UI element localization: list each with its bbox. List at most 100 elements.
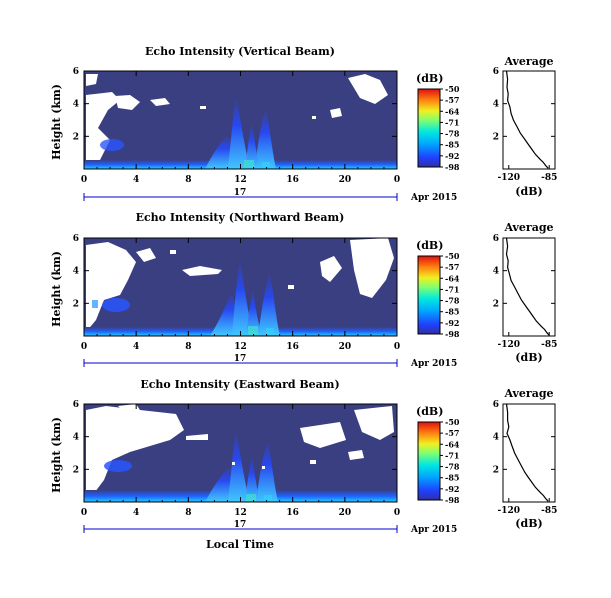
x-tick-label: 12 <box>234 342 247 352</box>
heatmap <box>84 71 397 169</box>
x-tick-label: 4 <box>133 175 139 185</box>
profile-x-tick-label: -120 <box>498 340 521 350</box>
panel-title: Echo Intensity (Northward Beam) <box>136 211 345 224</box>
panel-title: Echo Intensity (Eastward Beam) <box>140 378 339 391</box>
y-tick-label: 6 <box>73 234 79 244</box>
profile-title: Average <box>503 387 553 400</box>
colorbar-tick-label: -57 <box>445 428 459 438</box>
profile-y-tick-label: 2 <box>493 132 499 142</box>
date-month-label: Apr 2015 <box>410 525 457 535</box>
colorbar-tick-label: -98 <box>445 495 460 505</box>
colorbar-tick-label: -64 <box>445 439 460 449</box>
x-tick-label: 0 <box>394 342 400 352</box>
panel-title: Echo Intensity (Vertical Beam) <box>145 45 335 58</box>
panel-eastward: Echo Intensity (Eastward Beam) Height (k… <box>50 378 557 551</box>
x-tick-label: 4 <box>133 342 139 352</box>
profile-y-tick-label: 4 <box>493 100 499 110</box>
colorbar-tick-label: -50 <box>445 417 460 427</box>
colorbar-tick-label: -98 <box>445 162 460 172</box>
x-tick-label: 12 <box>234 508 247 518</box>
x-tick-label: 20 <box>339 342 352 352</box>
heatmap-axes: 0 4 8 12 16 20 0 6 4 2 <box>73 400 400 518</box>
y-axis-label: Height (km) <box>50 417 63 493</box>
y-tick-label: 2 <box>73 299 79 309</box>
x-tick-label: 8 <box>185 508 191 518</box>
y-tick-label: 6 <box>73 400 79 410</box>
average-profile: Average 6 4 2 -120 -85 (dB) <box>493 221 558 364</box>
profile-x-tick-label: -120 <box>498 173 521 183</box>
colorbar: (dB) -50-57-64-71 -78-85-92-98 <box>416 405 460 505</box>
average-profile: Average 6 4 2 -120 -85 (dB) <box>493 55 558 198</box>
heatmap-axes: 0 4 8 12 16 20 0 6 4 2 <box>73 67 400 185</box>
colorbar-unit: (dB) <box>416 72 443 85</box>
colorbar-tick-label: -64 <box>445 106 460 116</box>
colorbar-tick-label: -50 <box>445 251 460 261</box>
date-day-label: 17 <box>234 520 247 530</box>
profile-title: Average <box>503 221 553 234</box>
colorbar-tick-label: -71 <box>445 117 459 127</box>
heatmap <box>84 238 397 336</box>
profile-y-tick-label: 4 <box>493 433 499 443</box>
y-tick-label: 6 <box>73 67 79 77</box>
colorbar: (dB) -50-57-64-71 -78-85-92-98 <box>416 239 460 339</box>
heatmap <box>84 404 397 502</box>
average-profile: Average 6 4 2 -120 -85 (dB) <box>493 387 558 530</box>
colorbar: (dB) -50-57-64-71 -78-85-92-98 <box>416 72 460 172</box>
x-tick-label: 0 <box>81 508 87 518</box>
y-axis-label: Height (km) <box>50 84 63 160</box>
date-axis: 17 Apr 2015 <box>83 354 457 369</box>
colorbar-tick-label: -98 <box>445 329 460 339</box>
panel-northward: Echo Intensity (Northward Beam) Height (… <box>50 211 557 369</box>
profile-x-tick-label: -85 <box>541 340 557 350</box>
profile-y-tick-label: 6 <box>493 400 499 410</box>
x-tick-label: 0 <box>81 175 87 185</box>
date-day-label: 17 <box>234 354 247 364</box>
x-tick-label: 0 <box>394 175 400 185</box>
profile-line <box>505 403 549 502</box>
colorbar-tick-label: -78 <box>445 462 460 472</box>
date-axis: 17 Apr 2015 <box>83 188 457 203</box>
colorbar-tick-label: -85 <box>445 307 459 317</box>
y-axis-label: Height (km) <box>50 251 63 327</box>
profile-x-tick-label: -120 <box>498 506 521 516</box>
colorbar-tick-label: -85 <box>445 140 459 150</box>
x-tick-label: 8 <box>185 342 191 352</box>
x-tick-label: 12 <box>234 175 247 185</box>
x-tick-label: 0 <box>81 342 87 352</box>
profile-y-tick-label: 2 <box>493 299 499 309</box>
colorbar-tick-label: -57 <box>445 262 459 272</box>
profile-y-tick-label: 6 <box>493 67 499 77</box>
profile-line <box>505 237 550 336</box>
profile-xlabel: (dB) <box>515 517 542 530</box>
heatmap-axes: 0 4 8 12 16 20 0 6 4 2 <box>73 234 400 352</box>
profile-xlabel: (dB) <box>515 185 542 198</box>
colorbar-tick-label: -64 <box>445 273 460 283</box>
colorbar-unit: (dB) <box>416 405 443 418</box>
colorbar-tick-label: -71 <box>445 284 459 294</box>
colorbar-tick-label: -50 <box>445 84 460 94</box>
colorbar-unit: (dB) <box>416 239 443 252</box>
x-tick-label: 20 <box>339 508 352 518</box>
profile-title: Average <box>503 55 553 68</box>
profile-xlabel: (dB) <box>515 351 542 364</box>
x-tick-label: 16 <box>286 175 299 185</box>
colorbar-tick-label: -92 <box>445 484 459 494</box>
x-tick-label: 4 <box>133 508 139 518</box>
profile-line <box>505 70 549 169</box>
y-tick-label: 2 <box>73 465 79 475</box>
date-day-label: 17 <box>234 188 247 198</box>
x-tick-label: 0 <box>394 508 400 518</box>
colorbar-tick-label: -71 <box>445 450 459 460</box>
x-tick-label: 8 <box>185 175 191 185</box>
colorbar-tick-label: -57 <box>445 95 459 105</box>
x-tick-label: 16 <box>286 508 299 518</box>
y-tick-label: 2 <box>73 132 79 142</box>
profile-y-tick-label: 6 <box>493 234 499 244</box>
panel-vertical: Echo Intensity (Vertical Beam) Height (k… <box>50 45 557 203</box>
profile-y-tick-label: 2 <box>493 465 499 475</box>
colorbar-tick-label: -78 <box>445 129 460 139</box>
x-tick-label: 16 <box>286 342 299 352</box>
x-axis-label: Local Time <box>206 538 274 551</box>
date-month-label: Apr 2015 <box>410 193 457 203</box>
